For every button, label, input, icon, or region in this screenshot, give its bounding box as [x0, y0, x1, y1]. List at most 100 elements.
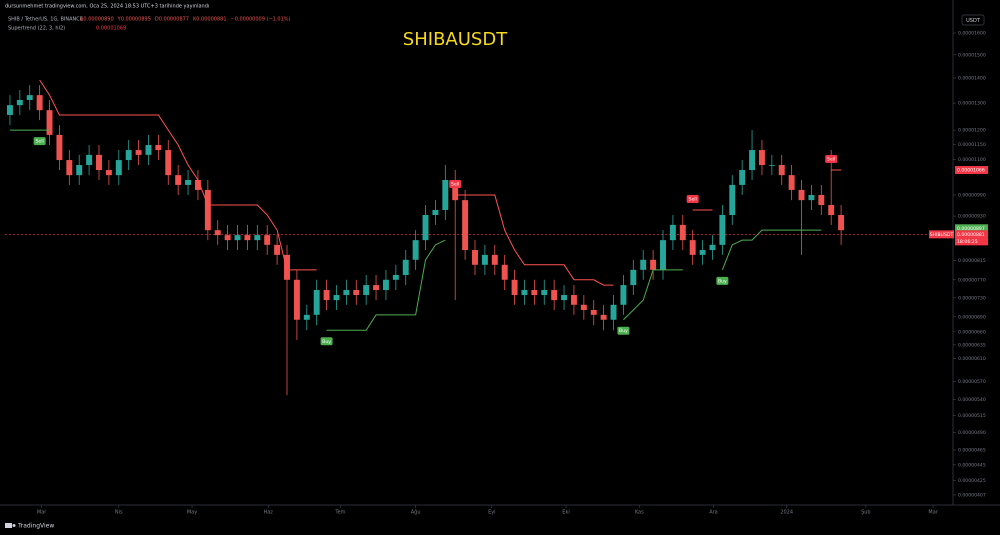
symbol-tag-label: SHIBUSDT — [930, 232, 954, 238]
x-tick-label: Eyl — [488, 510, 496, 516]
last-price-label: 0.00000881 — [957, 232, 985, 238]
candle-body — [472, 250, 478, 265]
indicator-value: 0.00001069 — [96, 26, 126, 32]
y-tick-label: 0.00001400 — [958, 76, 986, 82]
candle-body — [610, 304, 617, 320]
candle-body — [838, 215, 845, 231]
candle-body — [313, 290, 320, 315]
candle-body — [729, 184, 736, 216]
signal-label: Sell — [827, 157, 835, 163]
candle-body — [452, 179, 459, 201]
symbol-tag — [929, 230, 954, 239]
logo-dot — [12, 524, 16, 527]
signal-box — [449, 179, 462, 188]
candle-body — [293, 279, 300, 320]
x-tick-label: Haz — [263, 510, 273, 516]
candle-body — [26, 95, 33, 100]
signal-label: Buy — [718, 278, 727, 284]
y-tick-label: 0.00000610 — [958, 356, 986, 362]
y-tick-label: 0.00001150 — [958, 142, 986, 148]
price-tag — [955, 166, 988, 175]
signal-label: Sell — [451, 181, 459, 187]
legend-ohlc: K0.00000881 — [193, 17, 227, 23]
currency-box[interactable] — [961, 14, 985, 26]
candle-body — [501, 264, 508, 280]
candle-body — [155, 145, 162, 151]
y-tick-label: 0.00000660 — [958, 329, 986, 335]
x-tick-label: Mar — [928, 510, 938, 516]
candle-body — [551, 290, 558, 301]
candle-body — [244, 235, 251, 241]
last-price-tag — [955, 230, 988, 246]
candle-body — [185, 179, 192, 185]
candle-body — [808, 194, 815, 201]
candle-body — [284, 254, 290, 280]
candle-body — [828, 205, 835, 216]
candle-body — [402, 259, 409, 276]
candle-body — [412, 240, 419, 260]
y-tick-label: 0.00000930 — [958, 214, 986, 220]
signal-label: Buy — [619, 328, 628, 334]
candle-body — [689, 240, 696, 255]
y-tick-label: 0.00000490 — [958, 430, 986, 436]
candle-body — [363, 285, 370, 296]
candle-body — [640, 259, 647, 270]
candle-body — [531, 290, 538, 296]
supertrend-line — [9, 129, 822, 331]
candle-body — [660, 240, 666, 270]
candle-body — [462, 200, 469, 251]
candle-body — [778, 165, 785, 176]
candle-body — [264, 235, 271, 245]
candle-body — [165, 150, 172, 176]
candle-body — [274, 244, 281, 255]
signal-label: Buy — [322, 339, 331, 345]
candle-body — [66, 160, 73, 176]
candle-body — [590, 310, 597, 315]
x-tick-label: May — [187, 510, 197, 516]
candle-body — [135, 150, 142, 155]
indicator-name: Supertrend (22, 3, hl2) — [8, 26, 65, 32]
candle-body — [86, 154, 93, 166]
candle-body — [36, 95, 43, 111]
legend-ohlc: A0.00000890 — [80, 17, 114, 23]
x-tick-label: 2024 — [780, 510, 793, 516]
legend-ohlc: −0.00000009 (−1.01%) — [231, 17, 291, 23]
candle-body — [541, 290, 548, 296]
signal-box — [617, 326, 630, 335]
x-tick-label: Ara — [709, 510, 718, 516]
currency[interactable]: USDT — [966, 18, 981, 24]
header: dursunmehmet tradingview.com, Oca 25, 20… — [5, 4, 209, 10]
logo-text: TradingView — [17, 523, 54, 530]
candle-body — [323, 290, 330, 301]
candle-body — [580, 304, 587, 311]
candle-body — [254, 235, 261, 241]
signal-box — [33, 137, 46, 146]
y-tick-label: 0.00000730 — [958, 295, 986, 301]
candle-body — [105, 170, 112, 176]
y-tick-label: 0.00000515 — [958, 413, 986, 419]
candle-body — [798, 189, 805, 201]
candle-body — [234, 235, 241, 241]
candle-body — [6, 105, 13, 115]
y-tick-label: 0.00001500 — [958, 52, 986, 58]
candle-body — [768, 165, 775, 166]
candle-body — [432, 209, 439, 216]
signal-box — [716, 276, 729, 285]
candle-body — [115, 160, 122, 176]
supertrend-line — [39, 79, 842, 286]
candle-body — [818, 194, 825, 206]
x-tick-label: Tem — [334, 510, 345, 516]
price-tag-label: 0.00001066 — [957, 168, 985, 174]
y-tick-label: 0.00000407 — [958, 492, 986, 498]
candle-body — [382, 279, 389, 291]
candle-body — [46, 110, 53, 135]
x-tick-label: Nis — [115, 510, 123, 516]
y-tick-label: 0.00000635 — [958, 342, 986, 348]
candle-body — [788, 175, 795, 190]
x-tick-label: Ağu — [411, 509, 421, 516]
candle-body — [145, 145, 152, 155]
candle-body — [491, 254, 498, 265]
candle-body — [76, 165, 83, 176]
candle-body — [709, 244, 716, 251]
